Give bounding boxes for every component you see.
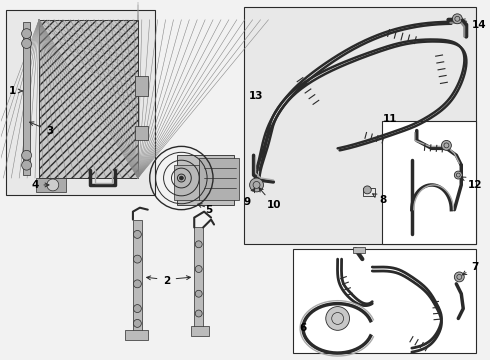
Bar — [6, 10, 155, 195]
Bar — [293, 249, 476, 353]
Circle shape — [195, 266, 202, 273]
Circle shape — [364, 186, 371, 194]
Circle shape — [441, 140, 451, 150]
Bar — [39, 20, 138, 178]
Bar — [199, 158, 239, 200]
Circle shape — [133, 280, 141, 288]
Circle shape — [326, 307, 349, 330]
Circle shape — [195, 290, 202, 297]
Bar — [191, 327, 209, 336]
Text: 1: 1 — [9, 86, 23, 96]
Text: 14: 14 — [461, 19, 487, 30]
Text: 6: 6 — [299, 323, 307, 333]
Circle shape — [195, 241, 202, 248]
Bar — [244, 7, 476, 244]
Circle shape — [133, 305, 141, 312]
Circle shape — [22, 150, 31, 160]
Bar — [174, 165, 199, 200]
Bar — [353, 247, 366, 253]
Text: 13: 13 — [249, 91, 264, 101]
Text: 2: 2 — [163, 276, 170, 286]
Circle shape — [249, 178, 264, 192]
Bar — [177, 155, 234, 205]
Circle shape — [133, 255, 141, 263]
Text: 11: 11 — [383, 114, 397, 124]
Text: 10: 10 — [259, 188, 281, 210]
Circle shape — [22, 39, 31, 49]
Text: 3: 3 — [30, 122, 53, 136]
Bar — [125, 330, 148, 340]
Text: 4: 4 — [31, 180, 49, 190]
Text: 9: 9 — [244, 188, 255, 207]
Bar — [364, 188, 375, 196]
Circle shape — [133, 319, 141, 327]
Circle shape — [195, 310, 202, 317]
Circle shape — [22, 29, 31, 39]
Bar — [39, 20, 138, 178]
Circle shape — [452, 14, 462, 24]
Bar — [194, 228, 203, 333]
Circle shape — [179, 176, 183, 180]
Circle shape — [133, 230, 141, 238]
Circle shape — [454, 272, 464, 282]
Bar — [382, 121, 476, 244]
Circle shape — [47, 179, 59, 191]
Circle shape — [454, 171, 462, 179]
Bar — [36, 178, 66, 192]
Circle shape — [22, 160, 31, 170]
Bar — [135, 76, 148, 96]
Bar — [133, 220, 142, 338]
Text: 12: 12 — [462, 177, 483, 190]
Bar — [135, 126, 148, 140]
Bar — [23, 22, 30, 175]
Text: 5: 5 — [205, 205, 213, 215]
Text: 8: 8 — [372, 194, 387, 205]
Text: 7: 7 — [463, 262, 479, 275]
